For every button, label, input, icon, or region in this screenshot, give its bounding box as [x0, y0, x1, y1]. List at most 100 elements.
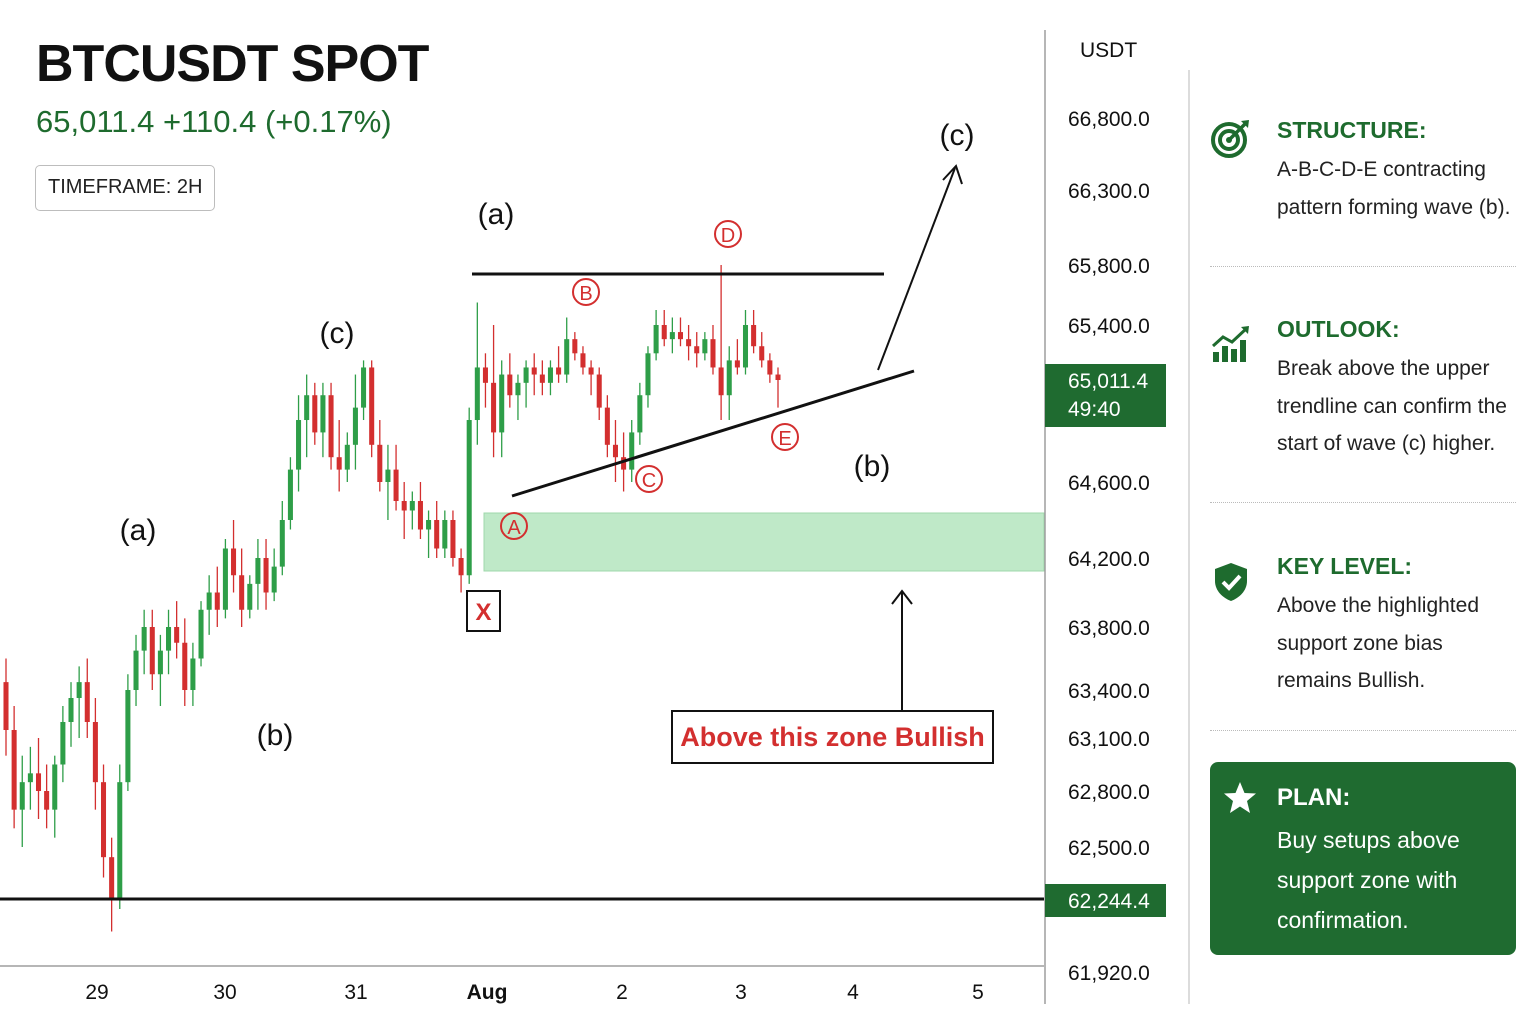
analysis-panel: [1188, 70, 1536, 1004]
support-zone: [483, 512, 1045, 572]
candle: [117, 764, 123, 909]
candle: [52, 755, 58, 838]
svg-text:X: X: [475, 599, 491, 626]
support-price-tag: 62,244.4: [1045, 884, 1166, 917]
timeframe-button[interactable]: TIMEFRAME: 2H: [35, 165, 216, 211]
x-axis-tick-label: 4: [847, 981, 859, 1004]
candle: [35, 738, 42, 819]
candle: [694, 332, 700, 368]
structure-section: STRUCTURE: A-B-C-D-E contracting pattern…: [1210, 117, 1516, 247]
price-axis-tick-label: 65,400.0: [1068, 315, 1150, 338]
outlook-section: OUTLOOK: Break above the upper trendline…: [1210, 316, 1516, 476]
candle: [767, 353, 773, 383]
zone-callout: Above this zone Bullish: [671, 710, 994, 764]
candle: [426, 510, 432, 558]
candle: [369, 360, 375, 458]
price-axis-tick-label: 64,600.0: [1068, 472, 1150, 495]
candle: [190, 642, 196, 706]
candle: [702, 332, 708, 361]
x-axis-tick-label: 29: [85, 981, 108, 1004]
candle: [637, 382, 643, 445]
x-axis-tick-label: 3: [735, 981, 747, 1004]
price-axis-tick-label: 62,800.0: [1068, 781, 1150, 804]
wave-label-a-left: (a): [120, 514, 157, 547]
candle: [100, 764, 107, 878]
candle: [401, 482, 407, 539]
shield-check-icon: [1215, 563, 1247, 601]
candle: [523, 360, 529, 408]
candle: [11, 706, 17, 829]
key-level-line: Above the highlighted: [1277, 594, 1479, 617]
candle: [19, 755, 25, 847]
key-level-line: remains Bullish.: [1277, 669, 1426, 692]
structure-heading: STRUCTURE:: [1277, 117, 1427, 143]
price-axis-ticks: 66,800.0 66,300.0 65,800.0 65,400.0 64,600.0…: [1068, 108, 1150, 985]
candle: [417, 482, 423, 539]
candle: [76, 666, 82, 738]
symbol-title: BTCUSDT SPOT: [36, 35, 429, 93]
candle: [68, 682, 74, 747]
candle: [466, 407, 472, 584]
candle: [361, 360, 367, 421]
candle: [539, 360, 545, 396]
candle: [296, 395, 302, 492]
outlook-line: start of wave (c) higher.: [1277, 432, 1496, 455]
x-axis-tick-label: 2: [616, 981, 628, 1004]
candle: [287, 457, 293, 530]
candle: [442, 510, 448, 558]
candle: [572, 332, 578, 361]
svg-text:A: A: [507, 517, 521, 539]
candle: [547, 360, 553, 396]
key-level-section: KEY LEVEL: Above the highlighted support…: [1210, 553, 1516, 713]
plan-line: support zone with: [1277, 867, 1458, 893]
triangle-lower-trendline: [511, 369, 915, 498]
candle: [166, 609, 172, 675]
candle: [3, 658, 9, 756]
x-axis-tick-label: 30: [213, 981, 236, 1004]
candle: [775, 367, 781, 408]
candle: [320, 382, 326, 458]
price-axis-currency: USDT: [1080, 39, 1137, 62]
candle: [710, 325, 716, 375]
structure-line: pattern forming wave (b).: [1277, 195, 1511, 219]
current-price-tag: 65,011.4 49:40: [1045, 364, 1166, 427]
target-icon: [1211, 120, 1249, 158]
star-icon: [1224, 782, 1256, 813]
plan-line: confirmation.: [1277, 907, 1409, 933]
price-axis-tick-label: 65,800.0: [1068, 255, 1150, 278]
x-axis-tick-label: Aug: [467, 981, 508, 1004]
candle: [669, 317, 675, 354]
candle: [556, 346, 562, 383]
candle: [125, 674, 131, 791]
candle: [612, 420, 618, 482]
x-axis-ticks: 29 30 31 Aug 2 3 4 5: [85, 981, 984, 1004]
x-start-marker: X: [466, 590, 501, 632]
candle: [271, 548, 277, 602]
candle: [231, 520, 237, 593]
candle: [507, 353, 513, 408]
candle: [677, 317, 684, 347]
candle: [141, 609, 147, 675]
wave-label-c-target: (c): [940, 119, 975, 152]
panel-divider: [1210, 266, 1516, 267]
candle: [92, 698, 98, 810]
candle: [222, 539, 228, 619]
candle: [328, 382, 334, 470]
candle: [474, 302, 480, 445]
candle: [751, 310, 757, 354]
candle: [385, 444, 391, 520]
point-marker-b: B: [572, 278, 600, 306]
candle: [84, 658, 90, 738]
candle: [182, 618, 188, 706]
key-level-line: support zone bias: [1277, 631, 1443, 655]
wave-label-b-right: (b): [854, 450, 891, 483]
candle: [409, 491, 415, 530]
candle: [482, 353, 488, 408]
x-axis-tick-label: 31: [344, 981, 367, 1004]
candle: [336, 420, 342, 492]
price-change: 65,011.4 +110.4 (+0.17%): [36, 104, 392, 139]
candle: [434, 501, 440, 558]
candle: [157, 634, 163, 706]
price-axis-tick-label: 63,800.0: [1068, 617, 1150, 640]
